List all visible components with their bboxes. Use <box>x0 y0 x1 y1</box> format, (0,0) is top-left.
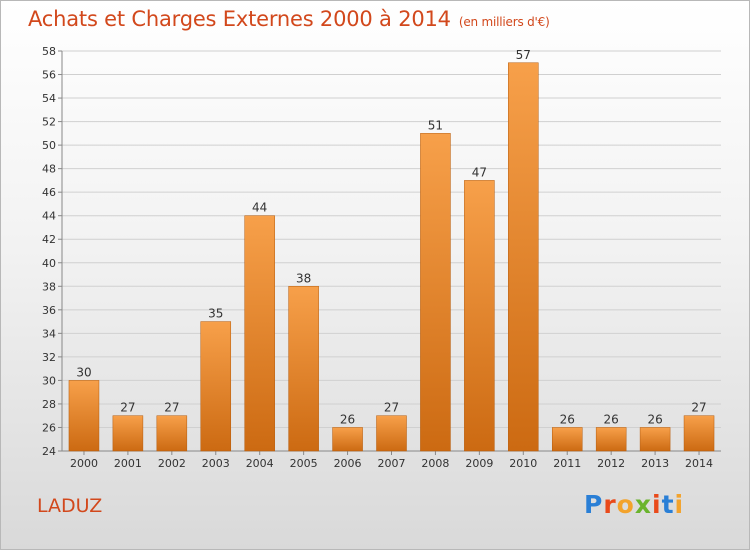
x-tick-label-2014: 2014 <box>685 457 713 470</box>
y-tick-label: 58 <box>42 45 56 58</box>
x-tick-label-2012: 2012 <box>597 457 625 470</box>
y-tick-label: 44 <box>42 210 56 223</box>
y-tick-label: 26 <box>42 421 56 434</box>
chart-title: Achats et Charges Externes 2000 à 2014 (e… <box>28 7 550 31</box>
bar-2010 <box>508 62 539 452</box>
data-label-2010: 57 <box>516 48 531 62</box>
y-tick-label: 24 <box>42 445 56 458</box>
logo-letter: o <box>616 490 635 519</box>
logo-letter: x <box>634 490 652 519</box>
y-tick-label: 54 <box>42 92 56 105</box>
logo-letter: i <box>652 490 662 519</box>
chart-title-text: Achats et Charges Externes 2000 à 2014 <box>28 7 451 31</box>
y-tick-label: 48 <box>42 163 56 176</box>
y-tick-label: 30 <box>42 374 56 387</box>
proxiti-logo: Proxiti <box>584 490 684 519</box>
bar-2007 <box>376 415 407 452</box>
data-label-2006: 26 <box>340 412 355 426</box>
bar-2002 <box>156 415 188 452</box>
chart-unit: (en milliers d'€) <box>458 15 550 29</box>
bar-2006 <box>332 427 363 452</box>
x-tick-label-2011: 2011 <box>553 457 581 470</box>
data-label-2002: 27 <box>164 401 179 415</box>
commune-name: LADUZ <box>37 495 103 517</box>
y-tick-label: 32 <box>42 351 56 364</box>
y-tick-label: 42 <box>42 233 56 246</box>
data-label-2011: 26 <box>560 412 575 426</box>
y-tick-label: 56 <box>42 69 56 82</box>
x-tick-label-2010: 2010 <box>509 457 537 470</box>
logo-letter: i <box>674 490 685 519</box>
axes <box>58 50 721 455</box>
bar-2005 <box>288 286 319 452</box>
data-label-2008: 51 <box>428 118 443 132</box>
x-tick-label-2002: 2002 <box>158 457 186 470</box>
data-label-2014: 27 <box>691 401 706 415</box>
x-tick-label-2004: 2004 <box>246 457 274 470</box>
logo-letter: P <box>584 490 604 519</box>
data-label-2004: 44 <box>252 201 267 215</box>
bar-2003 <box>200 321 232 452</box>
bar-2004 <box>244 215 275 452</box>
y-tick-label: 52 <box>42 116 56 129</box>
data-label-2013: 26 <box>647 412 662 426</box>
bar-2000 <box>68 380 100 452</box>
x-tick-label-2009: 2009 <box>465 457 493 470</box>
x-tick-label-2000: 2000 <box>70 457 98 470</box>
data-label-2007: 27 <box>384 401 399 415</box>
y-tick-label: 40 <box>42 257 56 270</box>
bar-2008 <box>420 133 451 452</box>
bars <box>68 62 715 452</box>
y-tick-label: 28 <box>42 398 56 411</box>
y-tick-label: 34 <box>42 327 56 340</box>
x-tick-label-2005: 2005 <box>290 457 318 470</box>
y-tick-label: 46 <box>42 186 56 199</box>
data-label-2005: 38 <box>296 271 311 285</box>
y-tick-label: 36 <box>42 304 56 317</box>
x-tick-label-2013: 2013 <box>641 457 669 470</box>
bar-2011 <box>551 427 583 452</box>
y-tick-label: 50 <box>42 139 56 152</box>
logo-letter: t <box>661 490 675 519</box>
bar-2014 <box>683 415 715 452</box>
data-label-2000: 30 <box>76 365 91 379</box>
x-tick-label-2008: 2008 <box>421 457 449 470</box>
data-label-2009: 47 <box>472 165 487 179</box>
grid-lines <box>62 50 721 452</box>
bar-2013 <box>639 427 671 452</box>
logo-letter: r <box>603 490 617 519</box>
x-tick-label-2006: 2006 <box>334 457 362 470</box>
bar-2001 <box>112 415 144 452</box>
labels: 24 26 28 30 32 34 36 38 40 42 44 46 48 50 52 54 56 58 30 20… <box>42 45 713 470</box>
x-tick-label-2003: 2003 <box>202 457 230 470</box>
data-label-2001: 27 <box>120 401 135 415</box>
x-tick-label-2007: 2007 <box>378 457 406 470</box>
bar-2009 <box>464 180 495 452</box>
data-label-2003: 35 <box>208 307 223 321</box>
data-label-2012: 26 <box>604 412 619 426</box>
bar-2012 <box>595 427 627 452</box>
x-tick-label-2001: 2001 <box>114 457 142 470</box>
y-tick-label: 38 <box>42 280 56 293</box>
